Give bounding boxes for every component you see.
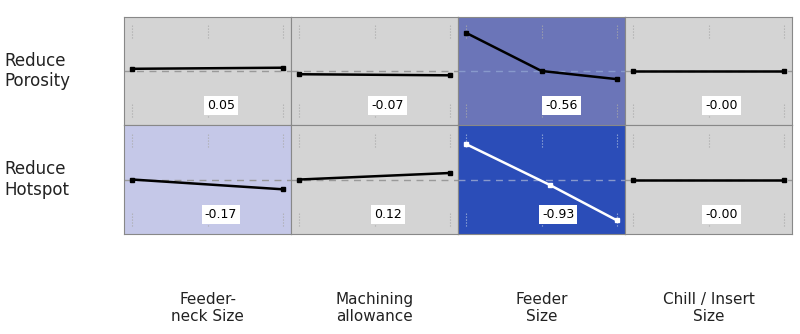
Text: Feeder-
neck Size: Feeder- neck Size	[171, 292, 244, 324]
Text: -0.00: -0.00	[706, 208, 738, 221]
Text: -0.93: -0.93	[542, 208, 574, 221]
Text: Machining
allowance: Machining allowance	[335, 292, 414, 324]
Text: 0.05: 0.05	[207, 99, 235, 112]
Text: Feeder
Size: Feeder Size	[515, 292, 568, 324]
Text: 0.12: 0.12	[374, 208, 402, 221]
Text: -0.17: -0.17	[205, 208, 237, 221]
Text: -0.00: -0.00	[706, 99, 738, 112]
Text: -0.56: -0.56	[546, 99, 578, 112]
Text: Chill / Insert
Size: Chill / Insert Size	[662, 292, 754, 324]
Text: Reduce
Porosity: Reduce Porosity	[4, 51, 70, 91]
Text: -0.07: -0.07	[372, 99, 404, 112]
Text: Reduce
Hotspot: Reduce Hotspot	[4, 160, 69, 199]
